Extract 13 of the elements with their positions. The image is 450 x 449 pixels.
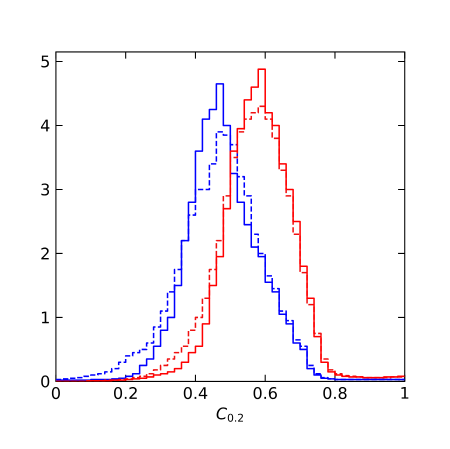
x-tick-label: 1: [401, 386, 408, 399]
x-tick-label: 0: [52, 386, 60, 399]
y-tick-label: 2: [41, 247, 49, 260]
x-axis-title: C$_{0.2}$: [216, 407, 243, 422]
x-tick-label: 0.4: [184, 386, 208, 399]
x-tick-label: 0.6: [254, 386, 277, 399]
x-tick-label: 0.2: [114, 386, 137, 399]
y-tick-label: 5: [41, 55, 49, 68]
y-tick-label: 0: [41, 375, 50, 388]
y-tick-label: 4: [40, 120, 50, 132]
y-tick-label: 3: [41, 183, 50, 196]
x-tick-label: 0.8: [323, 386, 347, 399]
y-tick-label: 1: [42, 311, 49, 324]
